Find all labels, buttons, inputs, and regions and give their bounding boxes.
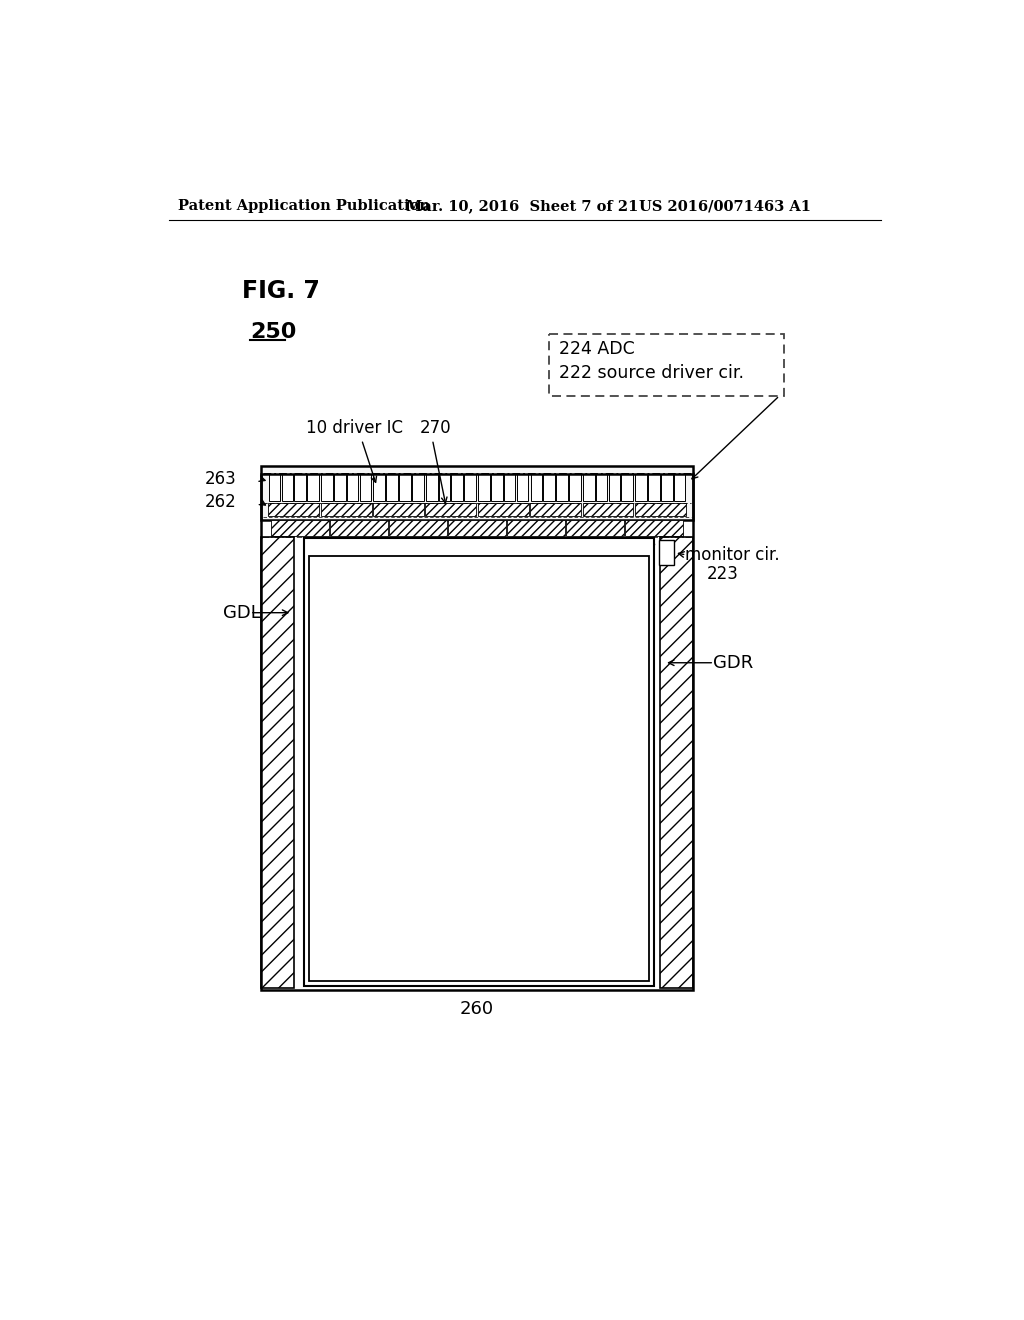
- Bar: [569, 474, 581, 502]
- Bar: [282, 474, 293, 502]
- Bar: [322, 474, 333, 502]
- Bar: [261, 474, 692, 990]
- Bar: [660, 474, 673, 502]
- Bar: [544, 474, 555, 502]
- Bar: [373, 503, 424, 516]
- Text: GDL: GDL: [223, 603, 261, 622]
- Text: 260: 260: [460, 1001, 495, 1018]
- Bar: [438, 474, 451, 502]
- Text: monitor cir.: monitor cir.: [685, 546, 779, 564]
- Text: GDR: GDR: [713, 653, 753, 672]
- Bar: [596, 474, 607, 502]
- Bar: [271, 520, 329, 536]
- Bar: [268, 474, 281, 502]
- Text: US 2016/0071463 A1: US 2016/0071463 A1: [639, 199, 811, 213]
- Bar: [321, 503, 372, 516]
- Bar: [583, 474, 595, 502]
- Bar: [674, 474, 685, 502]
- Text: FIG. 7: FIG. 7: [243, 279, 321, 302]
- Bar: [386, 474, 398, 502]
- Text: ×m(V): ×m(V): [447, 785, 511, 804]
- Bar: [268, 503, 319, 516]
- Bar: [412, 474, 424, 502]
- Bar: [307, 474, 318, 502]
- Bar: [530, 503, 581, 516]
- Bar: [660, 537, 692, 989]
- Bar: [648, 474, 659, 502]
- Bar: [530, 474, 543, 502]
- Bar: [556, 474, 568, 502]
- Bar: [583, 503, 634, 516]
- Bar: [399, 474, 411, 502]
- Text: 250: 250: [250, 322, 296, 342]
- Text: 262: 262: [205, 492, 237, 511]
- Bar: [504, 474, 515, 502]
- Bar: [478, 474, 489, 502]
- Bar: [452, 474, 463, 502]
- Bar: [374, 474, 385, 502]
- Bar: [449, 520, 506, 536]
- Bar: [347, 474, 358, 502]
- Bar: [426, 474, 437, 502]
- Bar: [566, 520, 624, 536]
- Text: 10 driver IC: 10 driver IC: [306, 418, 403, 437]
- Text: n×RGB(H): n×RGB(H): [429, 758, 529, 776]
- Bar: [635, 474, 647, 502]
- Text: 223: 223: [707, 565, 738, 583]
- Bar: [261, 537, 294, 989]
- Bar: [635, 503, 686, 516]
- Bar: [294, 474, 306, 502]
- Bar: [425, 503, 476, 516]
- Bar: [304, 539, 654, 986]
- Bar: [389, 520, 446, 536]
- Bar: [478, 503, 528, 516]
- Text: Mar. 10, 2016  Sheet 7 of 21: Mar. 10, 2016 Sheet 7 of 21: [407, 199, 639, 213]
- Bar: [261, 466, 692, 520]
- Text: 224 ADC: 224 ADC: [559, 341, 635, 358]
- Text: 270: 270: [419, 418, 451, 437]
- Bar: [492, 474, 503, 502]
- Text: 210: 210: [459, 696, 499, 715]
- Text: 263: 263: [205, 470, 237, 487]
- Bar: [507, 520, 564, 536]
- Text: 222 source driver cir.: 222 source driver cir.: [559, 364, 744, 383]
- Text: Patent Application Publication: Patent Application Publication: [178, 199, 430, 213]
- Bar: [658, 540, 674, 565]
- Bar: [622, 474, 633, 502]
- Bar: [626, 520, 683, 536]
- Bar: [331, 520, 388, 536]
- Bar: [464, 474, 476, 502]
- Text: pixel portion: pixel portion: [414, 656, 545, 677]
- Bar: [334, 474, 345, 502]
- Bar: [608, 474, 621, 502]
- Bar: [517, 474, 528, 502]
- Bar: [359, 474, 371, 502]
- Bar: [309, 556, 649, 981]
